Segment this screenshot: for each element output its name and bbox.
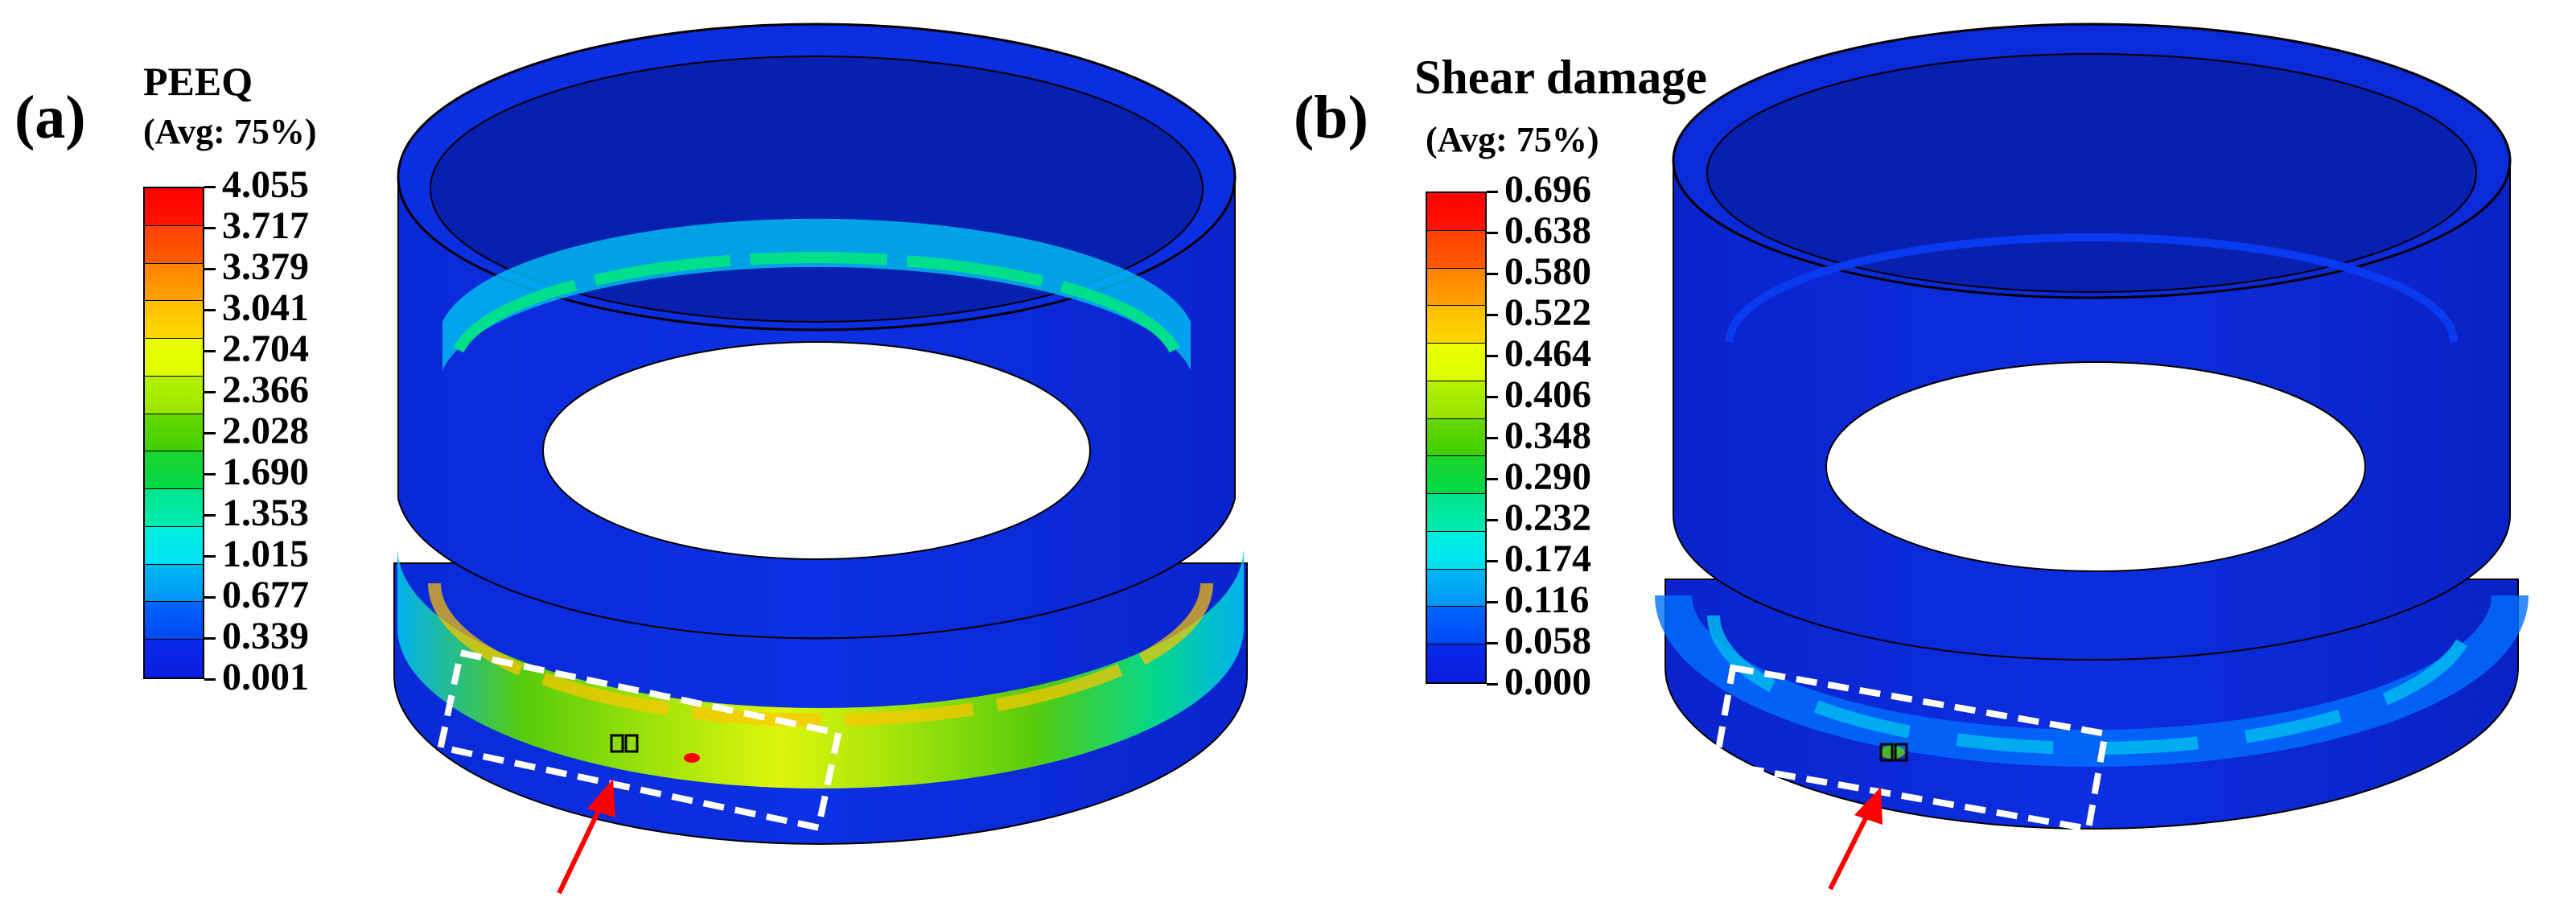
legend-colorbar-b [1426,191,1487,684]
colorbar-segment [145,414,203,452]
pointer-arrow-a [557,799,606,895]
colorbar-segment [1427,418,1485,457]
colorbar-segment [1427,644,1485,682]
max-strain-spot-a [684,753,700,763]
colorbar-segment [1427,456,1485,495]
panel-a: (a) PEEQ (Avg: 75%) 4.055 3.717 3.379 3.… [0,0,1271,910]
colorbar-segment [145,602,203,640]
inner-band-b [1726,233,2458,343]
legend-colorbar-a [143,187,204,679]
panel-label-b: (b) [1294,84,1368,151]
pointer-arrowhead-a [587,779,615,817]
legend-title-a: PEEQ [143,59,253,104]
ring-lower-flange-b [1665,579,2519,830]
ring-model-a [393,23,1248,895]
colorbar-segment [145,339,203,377]
colorbar-segment [1427,344,1485,381]
legend-subtitle-b: (Avg: 75%) [1426,120,1599,159]
inner-band-a [442,218,1191,370]
ring-inner-wall-b [1706,53,2477,293]
damage-band-b [1655,595,2529,767]
strain-core-a [428,583,1213,727]
pointer-arrowhead-b [1854,787,1883,825]
colorbar-segment [1427,531,1485,570]
inner-band-core-a [453,252,1180,353]
colorbar-segment [1427,381,1485,419]
colorbar-segment [145,526,203,565]
colorbar-segment [1427,193,1485,231]
pointer-arrow-b [1828,807,1873,891]
highlight-box-b [1712,664,2109,833]
colorbar-segment [1427,268,1485,307]
ring-hole-a [542,341,1091,560]
colorbar-segment [1427,306,1485,344]
legend-title-b: Shear damage [1414,51,1707,104]
panel-b: (b) Shear damage (Avg: 75%) 0.696 0.638 … [1287,0,2576,910]
element-marker-b [1879,743,1894,762]
colorbar-segment [1427,569,1485,607]
colorbar-segment [1427,494,1485,532]
colorbar-segment [145,263,203,302]
colorbar-segment [145,301,203,340]
ring-model-b [1655,23,2529,891]
colorbar-segment [1427,607,1485,645]
legend-subtitle-a: (Avg: 75%) [143,112,317,151]
damage-band-core-b [1707,615,2476,755]
colorbar-segment [1427,230,1485,269]
ring-hole-b [1825,361,2366,572]
highlight-box-a [437,649,842,832]
colorbar-segment [145,640,203,677]
colorbar-segment [145,489,203,527]
colorbar-segment [145,451,203,490]
colorbar-segment [145,376,203,414]
panel-label-a: (a) [14,84,86,151]
colorbar-segment [145,188,203,226]
colorbar-segment [145,225,203,264]
element-marker-a [610,734,624,753]
strain-band-a [397,547,1244,789]
ring-lower-flange-a [393,562,1248,845]
colorbar-segment [145,564,203,603]
